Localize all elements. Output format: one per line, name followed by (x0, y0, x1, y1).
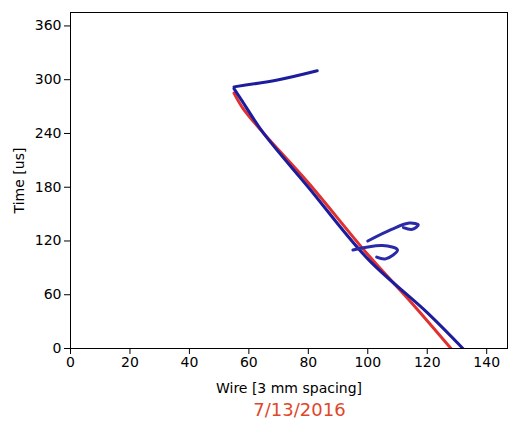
svg-text:140: 140 (473, 354, 500, 370)
svg-text:60: 60 (44, 286, 62, 302)
svg-text:Time [us]: Time [us] (11, 148, 27, 215)
svg-text:120: 120 (35, 232, 62, 248)
svg-text:360: 360 (35, 17, 62, 33)
svg-text:240: 240 (35, 125, 62, 141)
svg-text:0: 0 (66, 354, 75, 370)
svg-text:40: 40 (180, 354, 198, 370)
svg-text:20: 20 (121, 354, 139, 370)
svg-text:60: 60 (240, 354, 258, 370)
svg-text:Wire [3 mm spacing]: Wire [3 mm spacing] (216, 380, 362, 396)
svg-text:80: 80 (299, 354, 317, 370)
svg-text:0: 0 (53, 340, 62, 356)
svg-text:300: 300 (35, 71, 62, 87)
html-text:7/13/2016: 7/13/2016 (253, 399, 346, 420)
svg-text:180: 180 (35, 179, 62, 195)
svg-text:100: 100 (354, 354, 381, 370)
svg-text:120: 120 (414, 354, 441, 370)
